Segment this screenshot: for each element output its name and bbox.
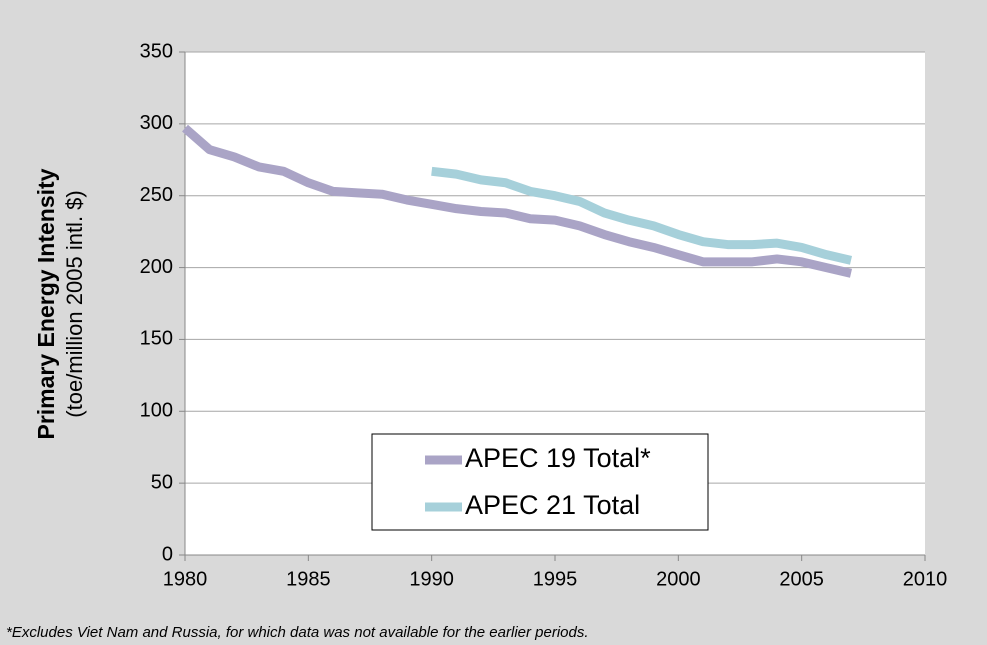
y-axis-label: Primary Energy Intensity — [33, 168, 59, 439]
series-line — [431, 166, 853, 265]
x-tick-label: 1980 — [163, 568, 208, 590]
x-tick-label: 2010 — [903, 568, 948, 590]
x-tick-label: 1985 — [286, 568, 331, 590]
x-tick-label: 1995 — [533, 568, 578, 590]
y-tick-label: 0 — [162, 543, 173, 565]
legend-label: APEC 19 Total* — [465, 443, 651, 473]
x-tick-label: 1990 — [409, 568, 454, 590]
legend-box — [371, 433, 709, 531]
y-tick-label: 300 — [140, 112, 173, 134]
y-tick-label: 200 — [140, 256, 173, 278]
y-tick-label: 250 — [140, 184, 173, 206]
y-tick-label: 150 — [140, 328, 173, 350]
y-tick-label: 350 — [140, 40, 173, 62]
y-axis-sublabel: (toe/million 2005 intl. $) — [62, 190, 87, 417]
y-tick-label: 100 — [140, 400, 173, 422]
legend-label: APEC 21 Total — [465, 490, 640, 520]
y-tick-label: 50 — [151, 471, 173, 493]
x-tick-label: 2005 — [779, 568, 824, 590]
x-tick-label: 2000 — [656, 568, 701, 590]
footnote: *Excludes Viet Nam and Russia, for which… — [6, 624, 589, 641]
series-line — [182, 124, 853, 278]
